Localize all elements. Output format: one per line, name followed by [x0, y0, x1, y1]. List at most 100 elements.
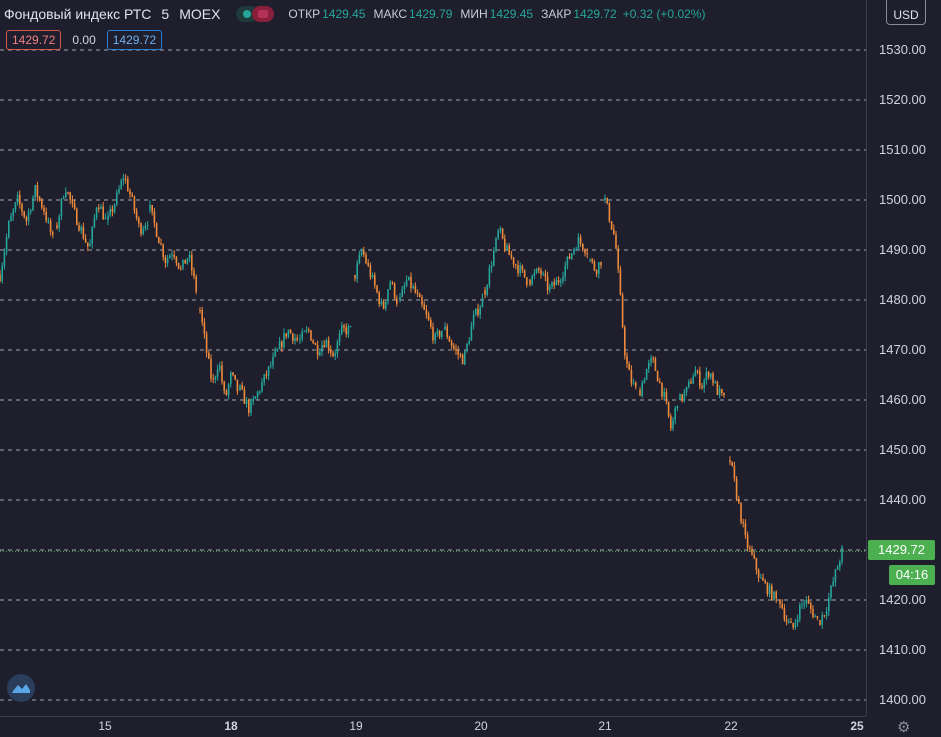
candle-body: [731, 461, 733, 467]
candle-body: [227, 384, 230, 395]
candle-body: [80, 227, 82, 231]
candle-body: [193, 270, 195, 277]
candle-body: [783, 608, 786, 620]
candle-body: [764, 580, 766, 583]
candle-body: [632, 382, 635, 384]
candle-body: [663, 392, 665, 397]
candle-body: [707, 372, 710, 377]
candle-body: [688, 381, 690, 387]
candle-body: [182, 259, 184, 269]
candle-body: [425, 309, 428, 315]
gear-icon[interactable]: ⚙: [897, 719, 911, 736]
candle-body: [598, 262, 600, 274]
candle-body: [158, 236, 160, 244]
price-tick-label: 1410.00: [879, 642, 926, 657]
candle-body: [5, 236, 8, 253]
candle-body: [360, 250, 363, 255]
candle-body: [604, 197, 606, 200]
price-tick-label: 1510.00: [879, 142, 926, 157]
candle-body: [151, 205, 153, 212]
candle-body: [488, 267, 491, 286]
candle-body: [358, 254, 361, 264]
price-axis[interactable]: 1400.001410.001420.001430.001440.001450.…: [866, 0, 941, 716]
time-tick-label: 25: [850, 719, 864, 733]
candle-body: [468, 340, 470, 344]
candle-body: [111, 208, 114, 212]
candle-body: [785, 619, 788, 623]
open-label: ОТКР: [288, 7, 321, 21]
time-tick-label: 18: [224, 719, 238, 733]
candle-body: [52, 232, 54, 235]
price-chart[interactable]: [0, 0, 866, 716]
candle-body: [735, 478, 738, 499]
candle-body: [544, 273, 547, 277]
candle-body: [389, 282, 391, 290]
candle-body: [448, 337, 451, 342]
candle-body: [781, 604, 783, 609]
candle-body: [676, 405, 679, 408]
interval-label[interactable]: 5: [161, 6, 170, 22]
candle-body: [30, 210, 32, 212]
candle-body: [216, 369, 219, 377]
candle-body: [325, 340, 328, 348]
time-axis[interactable]: 15 18 19 20 21 22 25: [0, 716, 866, 737]
candle-body: [354, 275, 356, 279]
candle-body: [672, 420, 674, 429]
symbol-title[interactable]: Фондовый индекс РТС: [4, 6, 152, 22]
candle-body: [699, 371, 701, 387]
candle-body: [274, 351, 276, 357]
candle-body: [169, 255, 171, 259]
candle-body: [484, 290, 486, 295]
candle-body: [261, 382, 263, 392]
sell-price-badge[interactable]: 1429.72: [6, 30, 62, 50]
candle-body: [208, 352, 210, 359]
candle-body: [69, 192, 71, 200]
candle-body: [526, 277, 528, 285]
candle-body: [199, 310, 201, 311]
candle-body: [508, 245, 510, 255]
candle-body: [93, 217, 96, 228]
candle-body: [371, 275, 374, 278]
candle-body: [497, 230, 499, 238]
candle-body: [120, 180, 122, 189]
candle-body: [823, 615, 826, 617]
candle-body: [252, 398, 254, 402]
candle-body: [341, 325, 343, 334]
buy-price-badge[interactable]: 1429.72: [106, 30, 163, 50]
candle-body: [573, 249, 575, 254]
candle-body: [792, 622, 794, 628]
currency-button[interactable]: USD: [886, 0, 926, 25]
candle-body: [310, 330, 312, 341]
market-status-toggle[interactable]: [236, 6, 275, 22]
candle-body: [589, 259, 591, 261]
tradingview-logo-icon[interactable]: [7, 674, 35, 702]
candle-body: [146, 225, 149, 227]
candle-body: [403, 285, 406, 290]
candle-body: [423, 304, 425, 310]
candle-body: [575, 248, 577, 250]
candle-body: [459, 354, 462, 356]
candle-body: [610, 221, 613, 230]
candle-body: [755, 558, 758, 571]
candle-body: [376, 285, 378, 293]
candle-body: [245, 400, 248, 404]
candle-body: [779, 600, 781, 605]
candle-body: [529, 280, 531, 285]
candle-body: [380, 301, 383, 305]
candle-body: [347, 326, 350, 335]
candle-body: [446, 326, 448, 338]
time-tick-label: 21: [598, 719, 612, 733]
candle-body: [830, 585, 832, 598]
candle-body: [87, 242, 89, 247]
candle-body: [775, 591, 777, 599]
candle-body: [551, 282, 553, 287]
candle-body: [127, 178, 129, 192]
candle-body: [363, 250, 365, 255]
candle-body: [721, 388, 723, 393]
candle-body: [560, 280, 562, 283]
candle-body: [836, 567, 839, 570]
price-tick-label: 1420.00: [879, 592, 926, 607]
candle-body: [289, 330, 292, 334]
candle-body: [374, 275, 376, 286]
candle-body: [332, 352, 334, 356]
